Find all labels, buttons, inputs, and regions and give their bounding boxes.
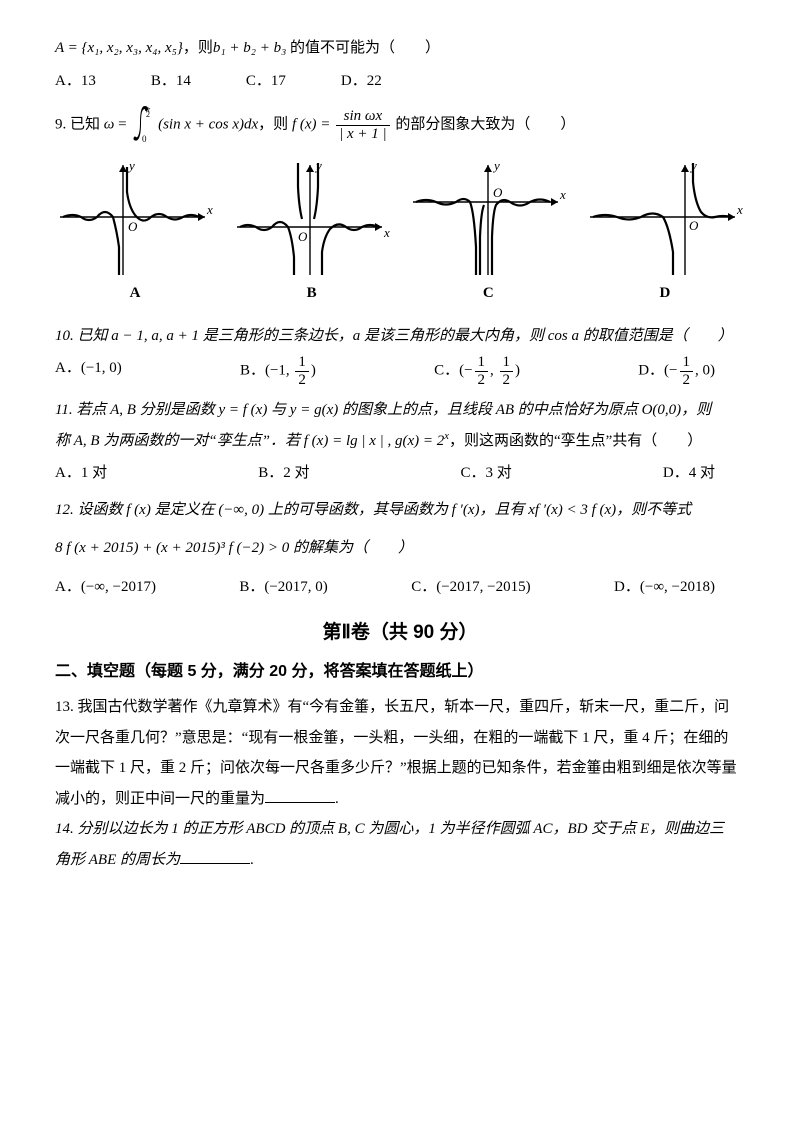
q8-choice-a: A．13 <box>55 67 96 96</box>
int-upper-2: 2 <box>146 110 150 119</box>
axis-y: y <box>127 158 135 173</box>
graph-d-wrap: x y O D <box>585 157 745 308</box>
q10-text: 10. 已知 a − 1, a, a + 1 是三角形的三条边长，a 是该三角形… <box>55 322 745 351</box>
q13-blank <box>265 787 335 803</box>
graph-d-label: D <box>585 279 745 308</box>
graph-a-wrap: x y O A <box>55 157 215 308</box>
axis-o: O <box>689 218 699 233</box>
q10-c: C．(−12, 12) <box>434 354 520 388</box>
graph-c-wrap: x y O C <box>408 157 568 308</box>
graph-b: x y O <box>232 157 392 277</box>
q8-choice-b: B．14 <box>151 67 191 96</box>
axis-x: x <box>206 202 213 217</box>
q14-l2: 角形 ABE 的周长为. <box>55 846 745 875</box>
int-lower: 0 <box>142 134 147 143</box>
axis-x: x <box>559 187 566 202</box>
q9-fx: f (x) = <box>292 116 334 132</box>
q13-l2: 次一尺各重几何？”意思是：“现有一根金箠，一头粗，一头细，在粗的一端截下 1 尺… <box>55 724 745 753</box>
q10-choices: A．(−1, 0) B．(−1, 12) C．(−12, 12) D．(−12,… <box>55 354 745 388</box>
q11-a: A．1 对 <box>55 459 107 488</box>
q12-b: B．(−2017, 0) <box>239 573 327 602</box>
graph-a: x y O <box>55 157 215 277</box>
axis-x: x <box>736 202 743 217</box>
q13-l1: 13. 我国古代数学著作《九章算术》有“今有金箠，长五尺，斩本一尺，重四斤，斩末… <box>55 693 745 722</box>
q12-l1: 12. 设函数 f (x) 是定义在 (−∞, 0) 上的可导函数，其导函数为 … <box>55 496 745 525</box>
axis-o: O <box>493 185 503 200</box>
q14-blank <box>180 848 250 864</box>
q8-bsum: b₁ + b₂ + b₃ <box>213 40 286 56</box>
integral-icon: π _ 2 0 <box>132 103 152 147</box>
axis-o: O <box>128 219 138 234</box>
q14-l1: 14. 分别以边长为 1 的正方形 ABCD 的顶点 B, C 为圆心，1 为半… <box>55 815 745 844</box>
q9-line: 9. 已知 ω = π _ 2 0 (sin x + cos x)dx，则 f … <box>55 103 745 147</box>
q9-frac-num: sin ωx <box>336 108 390 126</box>
q11-l2: 称 A, B 为两函数的一对“孪生点”．若 f (x) = lg | x | ,… <box>55 427 745 456</box>
q8-ask: 的值不可能为（ ） <box>286 40 440 56</box>
q11-l1: 11. 若点 A, B 分别是函数 y = f (x) 与 y = g(x) 的… <box>55 396 745 425</box>
q9-frac-den: | x + 1 | <box>336 126 390 143</box>
q11-b: B．2 对 <box>258 459 309 488</box>
q9-omega: ω <box>104 116 115 132</box>
q13-l3: 一端截下 1 尺，重 2 斤；问依次每一尺各重多少斤？”根据上题的已知条件，若金… <box>55 754 745 783</box>
q12-d: D．(−∞, −2018) <box>614 573 715 602</box>
q11-d: D．4 对 <box>663 459 715 488</box>
q11-choices: A．1 对 B．2 对 C．3 对 D．4 对 <box>55 459 745 488</box>
graph-c: x y O <box>408 157 568 277</box>
section-2-title: 第Ⅱ卷（共 90 分） <box>55 615 745 651</box>
q9-ask: 的部分图象大致为（ ） <box>395 116 575 132</box>
q10-a: A．(−1, 0) <box>55 354 122 388</box>
q10-b: B．(−1, 12) <box>240 354 316 388</box>
q9-integrand: (sin x + cos x)dx <box>158 116 258 132</box>
graph-c-label: C <box>408 279 568 308</box>
q12-choices: A．(−∞, −2017) B．(−2017, 0) C．(−2017, −20… <box>55 573 745 602</box>
q12-c: C．(−2017, −2015) <box>411 573 530 602</box>
graph-d: x y O <box>585 157 745 277</box>
q8-choice-c: C．17 <box>246 67 286 96</box>
q8-then: ，则 <box>183 40 213 56</box>
q8-choices: A．13 B．14 C．17 D．22 <box>55 67 745 96</box>
q12-a: A．(−∞, −2017) <box>55 573 156 602</box>
q8-set: A = {x₁, x₂, x₃, x₄, x₅} <box>55 40 183 56</box>
graph-b-wrap: x y O B <box>232 157 392 308</box>
axis-y: y <box>492 158 500 173</box>
q8-tail-line: A = {x₁, x₂, x₃, x₄, x₅}，则b₁ + b₂ + b₃ 的… <box>55 34 745 63</box>
q11-c: C．3 对 <box>461 459 512 488</box>
q9-graphs: x y O A x y O B <box>55 157 745 308</box>
q10-body: 10. 已知 a − 1, a, a + 1 是三角形的三条边长，a 是该三角形… <box>55 328 733 344</box>
q9-eq: = <box>114 116 130 132</box>
q12-l2: 8 f (x + 2015) + (x + 2015)³ f (−2) > 0 … <box>55 534 745 563</box>
axis-x: x <box>383 225 390 240</box>
q9-frac: sin ωx | x + 1 | <box>336 108 390 142</box>
axis-o: O <box>298 229 308 244</box>
q10-d: D．(−12, 0) <box>638 354 715 388</box>
q8-choice-d: D．22 <box>341 67 382 96</box>
q9-then: ，则 <box>258 116 292 132</box>
fill-blank-header: 二、填空题（每题 5 分，满分 20 分，将答案填在答题纸上） <box>55 657 745 687</box>
graph-a-label: A <box>55 279 215 308</box>
q9-lead: 9. 已知 <box>55 116 104 132</box>
q13-l4: 减小的，则正中间一尺的重量为. <box>55 785 745 814</box>
graph-b-label: B <box>232 279 392 308</box>
